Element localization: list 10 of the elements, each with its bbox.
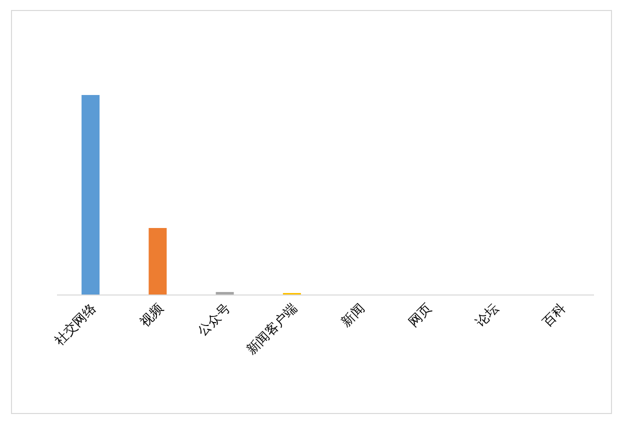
bar — [82, 95, 100, 295]
bar — [148, 228, 167, 295]
x-tick-label: 网页 — [406, 301, 436, 330]
x-tick-label: 视频 — [138, 301, 167, 330]
x-tick-label: 公众号 — [195, 301, 234, 340]
x-tick-label: 百科 — [540, 301, 570, 330]
x-tick-label: 社交网络 — [51, 300, 100, 349]
x-tick-label: 新闻客户端 — [243, 300, 301, 358]
x-tick-label: 论坛 — [473, 301, 502, 330]
x-tick-label: 新闻 — [338, 301, 368, 330]
